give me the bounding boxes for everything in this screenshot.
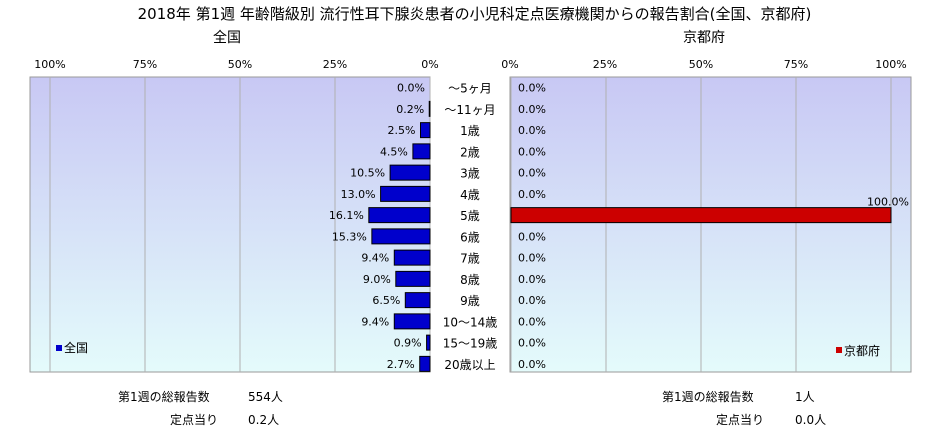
- left-bar: [428, 100, 431, 117]
- right-panel-title: 京都府: [683, 30, 725, 46]
- right-data-label: 0.0%: [518, 273, 546, 286]
- category-label: 10～14歳: [443, 315, 498, 329]
- right-total-reports-value: 1人: [795, 390, 815, 404]
- right-data-label: 0.0%: [518, 188, 546, 201]
- category-label: 1歳: [460, 124, 480, 138]
- right-data-label: 0.0%: [518, 230, 546, 243]
- left-bar: [419, 355, 431, 372]
- left-tick-50: 50%: [227, 58, 253, 71]
- left-per-sentinel-label: 定点当り: [170, 413, 219, 427]
- right-per-sentinel-value: 0.0人: [795, 413, 827, 427]
- right-legend-label: 京都府: [844, 343, 880, 358]
- chart-title: 2018年 第1週 年齢階級別 流行性耳下腺炎患者の小児科定点医療機関からの報告…: [137, 5, 812, 23]
- right-per-sentinel-label: 定点当り: [716, 413, 765, 427]
- right-data-label: 0.0%: [518, 124, 546, 137]
- right-legend-swatch: [836, 347, 842, 353]
- right-data-label: 0.0%: [518, 145, 546, 158]
- category-label: ～5ヶ月: [448, 82, 492, 96]
- right-data-label: 0.0%: [518, 103, 546, 116]
- left-data-label: 16.1%: [329, 209, 364, 222]
- left-data-label: 4.5%: [380, 145, 408, 158]
- right-data-label: 0.0%: [518, 358, 546, 371]
- left-tick-75: 75%: [132, 58, 158, 71]
- right-data-label: 0.0%: [518, 337, 546, 350]
- left-bar: [371, 228, 431, 245]
- left-tick-0: 0%: [421, 58, 439, 71]
- right-data-label: 0.0%: [518, 315, 546, 328]
- right-tick-75: 75%: [783, 58, 809, 71]
- left-data-label: 0.2%: [396, 103, 424, 116]
- category-label: 15～19歳: [443, 337, 498, 351]
- category-label: 7歳: [460, 252, 480, 266]
- category-label: 2歳: [460, 145, 480, 159]
- category-label: 20歳以上: [444, 358, 495, 372]
- left-bar: [368, 207, 431, 224]
- left-legend-label: 全国: [64, 340, 88, 355]
- left-data-label: 6.5%: [372, 294, 400, 307]
- left-data-label: 15.3%: [332, 230, 367, 243]
- left-bar: [389, 164, 431, 181]
- left-tick-25: 25%: [322, 58, 348, 71]
- left-data-label: 10.5%: [350, 167, 385, 180]
- right-tick-50: 50%: [688, 58, 714, 71]
- left-legend-swatch: [56, 345, 62, 351]
- right-total-reports-label: 第1週の総報告数: [662, 390, 754, 404]
- category-label: 5歳: [460, 209, 480, 223]
- left-panel-title: 全国: [213, 30, 241, 46]
- left-data-label: 9.0%: [363, 273, 391, 286]
- left-data-label: 13.0%: [341, 188, 376, 201]
- category-label: 6歳: [460, 230, 480, 244]
- left-bar: [393, 313, 431, 330]
- right-data-label: 100.0%: [867, 196, 909, 209]
- left-bar: [404, 292, 431, 309]
- left-plot-area: [29, 76, 431, 373]
- left-data-label: 2.5%: [388, 124, 416, 137]
- left-data-label: 2.7%: [387, 358, 415, 371]
- category-label: 9歳: [460, 294, 480, 308]
- right-bar: [510, 207, 892, 224]
- left-total-reports-value: 554人: [248, 390, 283, 404]
- left-bar: [393, 249, 431, 266]
- left-tick-100: 100%: [34, 58, 66, 71]
- right-plot-area: [509, 76, 912, 373]
- left-data-label: 0.9%: [394, 337, 422, 350]
- right-tick-25: 25%: [592, 58, 618, 71]
- left-data-label: 0.0%: [397, 82, 425, 95]
- left-per-sentinel-value: 0.2人: [248, 413, 280, 427]
- category-label: 8歳: [460, 273, 480, 287]
- left-bar: [395, 270, 431, 287]
- right-data-label: 0.0%: [518, 82, 546, 95]
- left-total-reports-label: 第1週の総報告数: [118, 390, 210, 404]
- category-label: 3歳: [460, 167, 480, 181]
- category-label: 4歳: [460, 188, 480, 202]
- right-tick-100: 100%: [875, 58, 907, 71]
- left-data-label: 9.4%: [361, 252, 389, 265]
- left-bar: [420, 122, 431, 139]
- left-bar: [426, 334, 431, 351]
- right-data-label: 0.0%: [518, 294, 546, 307]
- left-bar: [380, 185, 431, 202]
- category-label: ～11ヶ月: [444, 103, 495, 117]
- left-bar: [412, 143, 431, 160]
- right-tick-0: 0%: [501, 58, 519, 71]
- right-data-label: 0.0%: [518, 167, 546, 180]
- right-data-label: 0.0%: [518, 252, 546, 265]
- left-data-label: 9.4%: [361, 315, 389, 328]
